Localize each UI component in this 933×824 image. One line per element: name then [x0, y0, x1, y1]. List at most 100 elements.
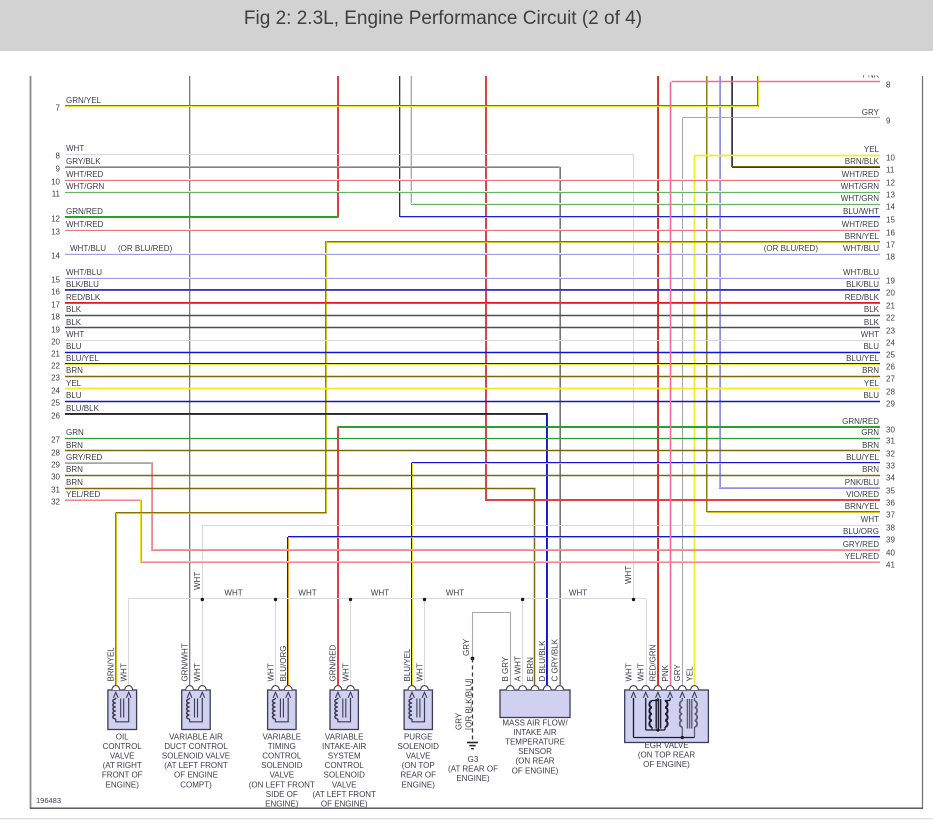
svg-text:16: 16	[51, 287, 60, 296]
svg-text:BRN/YEL: BRN/YEL	[845, 232, 880, 241]
svg-text:28: 28	[51, 448, 60, 457]
svg-text:BRN: BRN	[66, 366, 83, 375]
svg-text:WHT: WHT	[66, 330, 84, 339]
svg-text:GRY: GRY	[455, 712, 464, 730]
svg-text:OF ENGINE): OF ENGINE)	[321, 799, 368, 808]
svg-text:BLK/BLU: BLK/BLU	[846, 280, 879, 289]
svg-text:BRN/YEL: BRN/YEL	[107, 647, 116, 682]
svg-text:39: 39	[886, 536, 895, 545]
svg-text:BLU/YEL: BLU/YEL	[66, 354, 99, 363]
svg-text:PNK: PNK	[863, 70, 880, 79]
svg-text:24: 24	[51, 386, 60, 395]
svg-text:SOLENOID: SOLENOID	[324, 771, 366, 780]
svg-text:WHT: WHT	[298, 588, 316, 597]
svg-text:D BLU/BLK: D BLU/BLK	[538, 640, 547, 682]
svg-text:C GRY/BLK: C GRY/BLK	[550, 638, 559, 681]
svg-text:13: 13	[886, 191, 895, 200]
svg-text:WHT: WHT	[637, 663, 646, 681]
svg-text:B GRY: B GRY	[501, 656, 510, 681]
svg-text:YEL/RED: YEL/RED	[845, 552, 879, 561]
svg-text:VALVE: VALVE	[332, 780, 357, 789]
svg-text:31: 31	[886, 437, 895, 446]
svg-text:40: 40	[886, 549, 895, 558]
svg-text:41: 41	[886, 561, 895, 570]
svg-text:ENGINE): ENGINE)	[402, 780, 436, 789]
svg-text:34: 34	[886, 474, 895, 483]
svg-text:E BRN: E BRN	[526, 657, 535, 682]
svg-text:BLU/ORG: BLU/ORG	[843, 527, 879, 536]
svg-text:PURGE: PURGE	[404, 733, 432, 742]
svg-text:29: 29	[51, 460, 60, 469]
svg-text:BLU/BLK: BLU/BLK	[66, 404, 100, 413]
svg-text:G3: G3	[468, 755, 479, 764]
svg-text:CONTROL: CONTROL	[103, 742, 143, 751]
svg-text:WHT: WHT	[624, 566, 633, 584]
svg-text:36: 36	[886, 499, 895, 508]
svg-text:RED/BLK: RED/BLK	[845, 293, 880, 302]
svg-text:22: 22	[886, 314, 895, 323]
svg-text:YEL: YEL	[864, 145, 880, 154]
svg-text:20: 20	[886, 289, 895, 298]
svg-text:14: 14	[886, 203, 895, 212]
svg-text:WHT/BLU: WHT/BLU	[66, 268, 102, 277]
svg-text:13: 13	[51, 227, 60, 236]
svg-text:WHT: WHT	[120, 663, 129, 681]
svg-text:BRN: BRN	[862, 465, 879, 474]
svg-text:35: 35	[886, 487, 895, 496]
svg-text:WHT/BLU: WHT/BLU	[843, 244, 879, 253]
svg-text:7: 7	[56, 103, 61, 112]
svg-text:(AT REAR OF: (AT REAR OF	[448, 765, 498, 774]
svg-text:INTAKE AIR: INTAKE AIR	[513, 728, 557, 737]
svg-text:17: 17	[51, 300, 60, 309]
svg-text:32: 32	[51, 497, 60, 506]
svg-text:YEL/RED: YEL/RED	[66, 490, 100, 499]
svg-text:38: 38	[886, 524, 895, 533]
svg-text:BLU: BLU	[66, 391, 82, 400]
svg-text:8: 8	[56, 151, 61, 160]
svg-text:25: 25	[886, 351, 895, 360]
svg-text:BLK: BLK	[66, 318, 82, 327]
svg-text:ENGINE): ENGINE)	[456, 774, 490, 783]
svg-text:[OR BLK/BLU]: [OR BLK/BLU]	[465, 678, 474, 730]
svg-text:GRN/YEL: GRN/YEL	[66, 96, 102, 105]
svg-text:CONTROL: CONTROL	[262, 752, 302, 761]
svg-text:WHT/GRN: WHT/GRN	[66, 182, 104, 191]
svg-text:DUCT CONTROL: DUCT CONTROL	[164, 742, 228, 751]
svg-text:YEL: YEL	[685, 666, 694, 682]
svg-text:27: 27	[51, 435, 60, 444]
svg-text:(AT RIGHT: (AT RIGHT	[103, 761, 142, 770]
svg-text:SOLENOID VALVE: SOLENOID VALVE	[162, 752, 230, 761]
svg-text:GRY: GRY	[462, 638, 471, 656]
svg-text:19: 19	[51, 325, 60, 334]
svg-text:WHT: WHT	[66, 144, 84, 153]
svg-text:WHT: WHT	[266, 663, 275, 681]
svg-text:BLK: BLK	[864, 318, 880, 327]
svg-text:SOLENOID: SOLENOID	[261, 761, 303, 770]
svg-text:BRN/YEL: BRN/YEL	[845, 502, 880, 511]
svg-text:BRN: BRN	[862, 441, 879, 450]
svg-text:GRY: GRY	[862, 108, 880, 117]
svg-text:23: 23	[51, 373, 60, 382]
svg-text:19: 19	[886, 277, 895, 286]
svg-text:EGR VALVE: EGR VALVE	[644, 741, 688, 750]
svg-text:BLU: BLU	[66, 342, 82, 351]
svg-text:VARIABLE AIR: VARIABLE AIR	[169, 733, 223, 742]
svg-text:WHT: WHT	[224, 588, 242, 597]
svg-text:28: 28	[886, 388, 895, 397]
svg-text:REAR OF: REAR OF	[400, 771, 436, 780]
svg-text:VALVE: VALVE	[269, 771, 294, 780]
svg-text:A WHT: A WHT	[513, 656, 522, 681]
svg-text:17: 17	[886, 241, 895, 250]
svg-text:18: 18	[886, 253, 895, 262]
svg-text:(OR BLU/RED): (OR BLU/RED)	[118, 244, 173, 253]
svg-text:GRY: GRY	[673, 664, 682, 682]
svg-text:GRY/RED: GRY/RED	[843, 540, 880, 549]
svg-text:12: 12	[51, 214, 60, 223]
svg-text:BRN: BRN	[66, 478, 83, 487]
svg-text:(ON LEFT FRONT: (ON LEFT FRONT	[249, 780, 315, 789]
svg-text:(ON TOP: (ON TOP	[402, 761, 435, 770]
svg-text:OF ENGINE): OF ENGINE)	[643, 760, 690, 769]
svg-text:GRN/RED: GRN/RED	[66, 207, 103, 216]
svg-text:21: 21	[51, 349, 60, 358]
svg-text:BLK: BLK	[66, 305, 82, 314]
